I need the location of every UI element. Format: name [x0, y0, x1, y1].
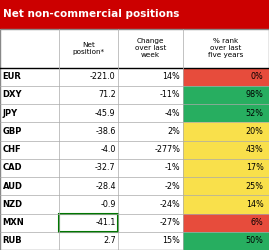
Text: CAD: CAD — [3, 164, 22, 172]
FancyBboxPatch shape — [183, 122, 269, 141]
Text: % rank
over last
five years: % rank over last five years — [208, 38, 244, 58]
FancyBboxPatch shape — [183, 68, 269, 86]
FancyBboxPatch shape — [183, 195, 269, 214]
Text: Net
position*: Net position* — [73, 42, 105, 55]
FancyBboxPatch shape — [183, 159, 269, 177]
Text: 17%: 17% — [246, 164, 264, 172]
Text: 43%: 43% — [246, 145, 264, 154]
Text: -38.6: -38.6 — [95, 127, 116, 136]
Text: 52%: 52% — [246, 108, 264, 118]
Text: 20%: 20% — [246, 127, 264, 136]
FancyBboxPatch shape — [183, 86, 269, 104]
Text: 50%: 50% — [246, 236, 264, 245]
Text: GBP: GBP — [3, 127, 22, 136]
Text: -28.4: -28.4 — [95, 182, 116, 190]
Text: Net non-commercial positions: Net non-commercial positions — [3, 9, 179, 20]
Text: -4.0: -4.0 — [100, 145, 116, 154]
Text: 0%: 0% — [251, 72, 264, 81]
Text: -0.9: -0.9 — [100, 200, 116, 209]
Text: CHF: CHF — [3, 145, 21, 154]
FancyBboxPatch shape — [183, 232, 269, 250]
Text: -24%: -24% — [160, 200, 180, 209]
Text: -45.9: -45.9 — [95, 108, 116, 118]
Text: MXN: MXN — [3, 218, 24, 227]
FancyBboxPatch shape — [183, 214, 269, 232]
Text: -4%: -4% — [165, 108, 180, 118]
Text: EUR: EUR — [3, 72, 22, 81]
Text: AUD: AUD — [3, 182, 23, 190]
Text: -277%: -277% — [154, 145, 180, 154]
Text: 14%: 14% — [162, 72, 180, 81]
Text: 71.2: 71.2 — [98, 90, 116, 99]
Text: JPY: JPY — [3, 108, 18, 118]
Text: -221.0: -221.0 — [90, 72, 116, 81]
Text: 25%: 25% — [246, 182, 264, 190]
Text: DXY: DXY — [3, 90, 22, 99]
Text: RUB: RUB — [3, 236, 22, 245]
Text: -2%: -2% — [164, 182, 180, 190]
Text: 2.7: 2.7 — [103, 236, 116, 245]
Text: -32.7: -32.7 — [95, 164, 116, 172]
Text: -1%: -1% — [165, 164, 180, 172]
Text: -27%: -27% — [159, 218, 180, 227]
FancyBboxPatch shape — [183, 140, 269, 159]
Text: Change
over last
week: Change over last week — [135, 38, 166, 58]
FancyBboxPatch shape — [0, 0, 269, 29]
Text: NZD: NZD — [3, 200, 23, 209]
Text: -11%: -11% — [160, 90, 180, 99]
FancyBboxPatch shape — [183, 177, 269, 195]
Text: 6%: 6% — [251, 218, 264, 227]
Text: 98%: 98% — [246, 90, 264, 99]
Text: -41.1: -41.1 — [95, 218, 116, 227]
Text: 15%: 15% — [162, 236, 180, 245]
FancyBboxPatch shape — [183, 104, 269, 122]
Text: 2%: 2% — [167, 127, 180, 136]
Text: 14%: 14% — [246, 200, 264, 209]
